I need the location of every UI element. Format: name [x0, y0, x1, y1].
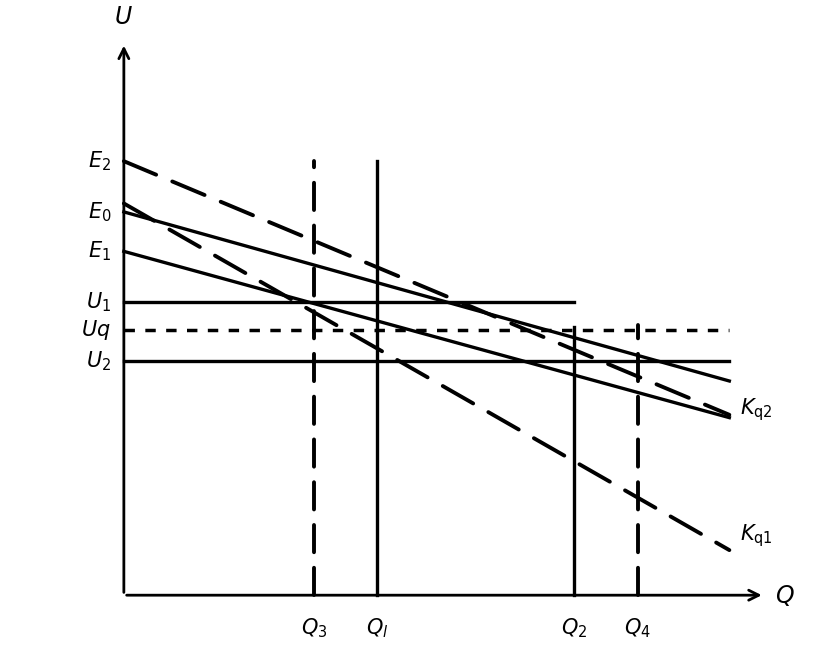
Text: $U_1$: $U_1$: [86, 290, 111, 314]
Text: $U_2$: $U_2$: [86, 350, 111, 373]
Text: $Q_l$: $Q_l$: [366, 616, 389, 640]
Text: $Q_4$: $Q_4$: [624, 616, 651, 640]
Text: $E_0$: $E_0$: [88, 200, 111, 223]
Text: $Q_3$: $Q_3$: [301, 616, 327, 640]
Text: $E_2$: $E_2$: [88, 149, 111, 173]
Text: $K_{\rm q1}$: $K_{\rm q1}$: [740, 523, 773, 550]
Text: $U$: $U$: [115, 5, 133, 29]
Text: $K_{\rm q2}$: $K_{\rm q2}$: [740, 396, 773, 423]
Text: $E_1$: $E_1$: [88, 239, 111, 263]
Text: $Q_2$: $Q_2$: [561, 616, 587, 640]
Text: $Q$: $Q$: [775, 583, 795, 608]
Text: $Uq$: $Uq$: [82, 318, 111, 342]
